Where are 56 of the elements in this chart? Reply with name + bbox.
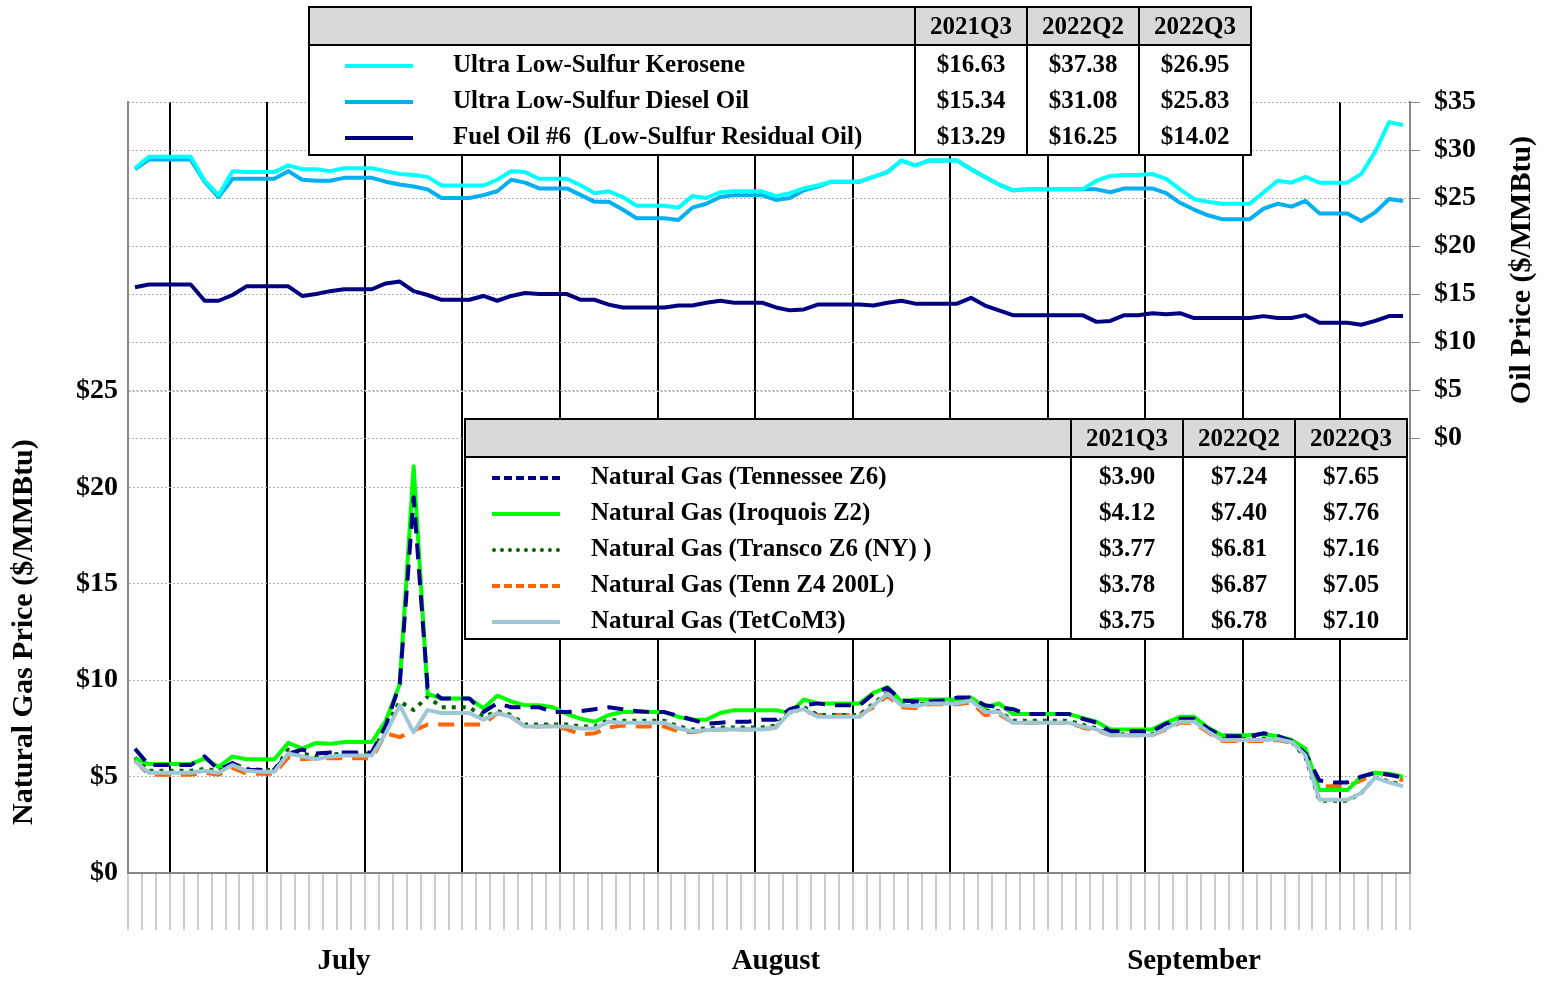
text: $26.95 — [1139, 45, 1251, 82]
y2-tick-label: $0 — [1434, 420, 1462, 452]
annotation: $7.65 — [1295, 457, 1407, 494]
annotation: 2022Q2 — [1183, 419, 1295, 457]
text: $37.38 — [1027, 45, 1139, 82]
annotation: $3.78 — [1071, 566, 1183, 602]
annotation: $25.83 — [1139, 82, 1251, 118]
legend-label: Ultra Low-Sulfur Kerosene — [452, 49, 747, 79]
x-tick-label: July — [317, 942, 372, 975]
text: 2022Q2 — [1027, 7, 1139, 45]
text: $16.63 — [915, 45, 1027, 82]
annotation: $3.77 — [1071, 530, 1183, 566]
legend-label: Natural Gas (Tenn Z4 200L) — [590, 569, 896, 600]
annotation: $6.87 — [1183, 566, 1295, 602]
annotation: 2021Q3 — [1071, 419, 1183, 457]
legend-label: Natural Gas (TetCoM3) — [590, 605, 847, 636]
annotation: $14.02 — [1139, 118, 1251, 155]
annotation: $6.78 — [1183, 602, 1295, 639]
annotation: $15.34 — [915, 82, 1027, 118]
y-tick-label: $5 — [90, 758, 118, 790]
annotation: $3.90 — [1071, 457, 1183, 494]
legend-label: Fuel Oil #6 (Low-Sulfur Residual Oil) — [452, 121, 864, 152]
y-tick-label: $0 — [90, 855, 118, 887]
y2-tick-label: $25 — [1434, 180, 1476, 212]
y2-tick-label: $5 — [1434, 372, 1462, 404]
annotation: $7.05 — [1295, 566, 1407, 602]
annotation: $16.25 — [1027, 118, 1139, 155]
y2-axis-title: Oil Price ($/MMBtu) — [1502, 135, 1537, 405]
annotation: $7.40 — [1183, 494, 1295, 530]
y2-tick-label: $30 — [1434, 132, 1476, 164]
y-axis-title: Natural Gas Price ($/MMBtu) — [4, 439, 39, 825]
annotation: $7.24 — [1183, 457, 1295, 494]
y2-tick-label: $20 — [1434, 228, 1476, 260]
annotation: $13.29 — [915, 118, 1027, 155]
annotation: $7.10 — [1295, 602, 1407, 639]
y-tick-label: $10 — [76, 662, 118, 694]
annotation: $4.12 — [1071, 494, 1183, 530]
annotation: $7.76 — [1295, 494, 1407, 530]
legend-label: Natural Gas (Iroquois Z2) — [590, 497, 872, 528]
y2-tick-label: $35 — [1434, 84, 1476, 116]
legend-label: Natural Gas (Tennessee Z6) — [590, 461, 888, 492]
x-tick-label: September — [1127, 942, 1261, 975]
y-tick-label: $15 — [76, 566, 118, 598]
annotation: $31.08 — [1027, 82, 1139, 118]
y-tick-label: $25 — [76, 373, 118, 405]
annotation: $7.16 — [1295, 530, 1407, 566]
annotation: $6.81 — [1183, 530, 1295, 566]
text: 2021Q3 — [915, 7, 1027, 45]
legend-label: Natural Gas (Transco Z6 (NY) ) — [590, 533, 933, 564]
annotation: $3.75 — [1071, 602, 1183, 639]
y2-tick-label: $15 — [1434, 276, 1476, 308]
y-tick-label: $20 — [76, 469, 118, 501]
x-tick-label: August — [731, 942, 821, 975]
y2-tick-label: $10 — [1434, 324, 1476, 356]
legend-label: Ultra Low-Sulfur Diesel Oil — [452, 85, 751, 115]
annotation: 2022Q3 — [1295, 419, 1407, 457]
